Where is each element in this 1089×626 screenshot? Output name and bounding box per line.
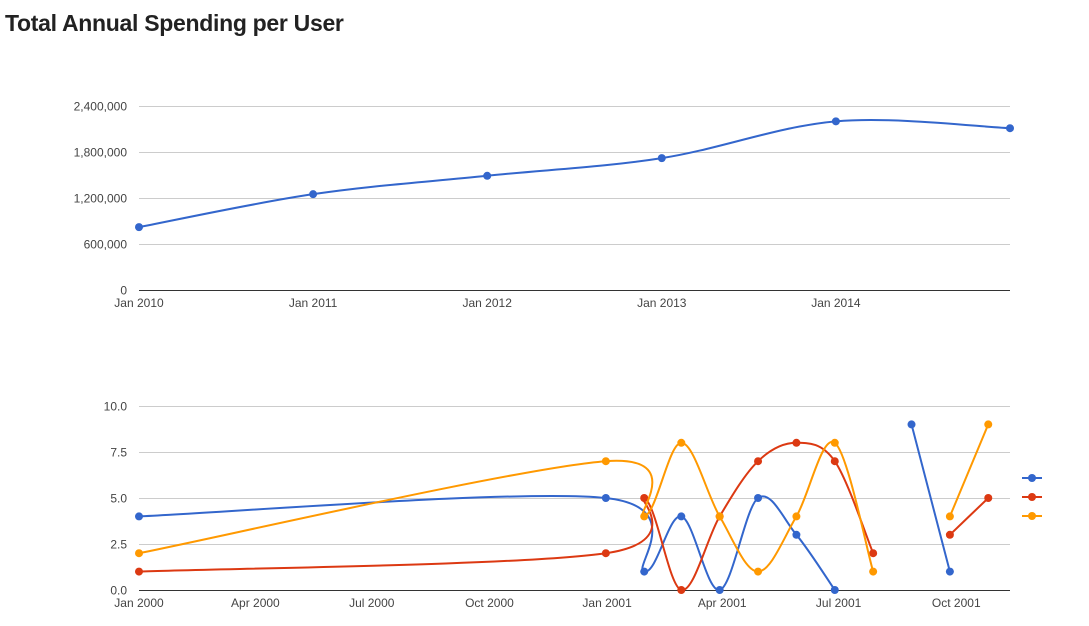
data-point[interactable] — [945, 567, 954, 576]
data-point[interactable] — [601, 457, 610, 466]
x-tick-label: Apr 2000 — [231, 596, 280, 610]
data-point[interactable] — [830, 438, 839, 447]
chart-2: 0.0 2.5 5.0 7.5 10.0 Jan 2000 Apr 2000 Jul 2000… — [104, 400, 1042, 610]
x-tick-label: Jul 2001 — [816, 596, 862, 610]
data-point[interactable] — [830, 457, 839, 466]
data-point[interactable] — [715, 586, 724, 594]
data-point[interactable] — [657, 154, 666, 163]
y-tick-label: 1,200,000 — [74, 192, 128, 206]
series-line — [138, 119, 1011, 229]
data-point[interactable] — [677, 438, 686, 447]
data-point[interactable] — [715, 512, 724, 521]
series-line — [948, 424, 990, 517]
data-point[interactable] — [135, 512, 143, 521]
data-point[interactable] — [754, 457, 763, 466]
data-point[interactable] — [984, 494, 993, 502]
data-point[interactable] — [754, 494, 763, 502]
y-tick-label: 0 — [120, 284, 127, 298]
x-tick-label: Jan 2014 — [811, 296, 861, 310]
data-point[interactable] — [135, 567, 143, 576]
data-point[interactable] — [830, 586, 839, 594]
y-tick-label: 2.5 — [110, 538, 127, 552]
x-tick-label: Jan 2011 — [289, 296, 338, 310]
y-tick-label: 5.0 — [110, 492, 127, 506]
series-1 — [135, 117, 1014, 232]
legend-swatch-dot[interactable] — [1028, 493, 1036, 501]
series-3 — [135, 420, 993, 576]
x-tick-label: Oct 2000 — [465, 596, 514, 610]
x-tick-label: Jan 2000 — [114, 596, 164, 610]
data-point[interactable] — [640, 494, 649, 502]
data-point[interactable] — [1006, 124, 1014, 133]
y-tick-label: 600,000 — [84, 238, 128, 252]
data-point[interactable] — [945, 512, 954, 521]
legend — [1022, 474, 1042, 520]
data-point[interactable] — [792, 512, 801, 521]
series-line — [910, 424, 951, 572]
data-point[interactable] — [601, 494, 610, 502]
x-tick-label: Jan 2013 — [637, 296, 687, 310]
y-tick-label: 1,800,000 — [74, 146, 128, 160]
y-tick-label: 10.0 — [104, 400, 128, 414]
data-point[interactable] — [869, 549, 878, 558]
data-point[interactable] — [869, 567, 878, 576]
data-point[interactable] — [677, 512, 686, 521]
data-point[interactable] — [907, 420, 916, 429]
series-line — [138, 440, 875, 573]
data-point[interactable] — [677, 586, 686, 594]
series-line — [138, 494, 836, 591]
data-point[interactable] — [792, 530, 801, 539]
y-tick-label: 7.5 — [110, 446, 127, 460]
series-1 — [135, 420, 954, 594]
data-point[interactable] — [754, 567, 763, 576]
data-point[interactable] — [640, 512, 649, 521]
legend-swatch-dot[interactable] — [1028, 474, 1036, 482]
x-tick-label: Jan 2012 — [463, 296, 513, 310]
data-point[interactable] — [984, 420, 993, 429]
data-point[interactable] — [792, 438, 801, 447]
page-title: Total Annual Spending per User — [5, 10, 344, 36]
data-point[interactable] — [831, 117, 840, 126]
chart-1: 0 600,000 1,200,000 1,800,000 2,400,000 Jan 2… — [74, 100, 1014, 310]
y-tick-label: 0.0 — [110, 584, 127, 598]
data-point[interactable] — [945, 530, 954, 539]
x-tick-label: Oct 2001 — [932, 596, 981, 610]
data-point[interactable] — [640, 567, 649, 576]
y-tick-label: 2,400,000 — [74, 100, 128, 114]
x-tick-label: Jan 2001 — [582, 596, 632, 610]
data-point[interactable] — [135, 223, 143, 232]
data-point[interactable] — [135, 549, 143, 558]
x-tick-label: Jul 2000 — [349, 596, 395, 610]
series-2 — [135, 438, 993, 594]
legend-swatch-dot[interactable] — [1028, 512, 1036, 520]
data-point[interactable] — [483, 171, 492, 180]
x-tick-label: Apr 2001 — [698, 596, 747, 610]
series-line — [138, 441, 875, 591]
data-point[interactable] — [309, 190, 318, 199]
data-point[interactable] — [601, 549, 610, 558]
x-tick-label: Jan 2010 — [114, 296, 164, 310]
